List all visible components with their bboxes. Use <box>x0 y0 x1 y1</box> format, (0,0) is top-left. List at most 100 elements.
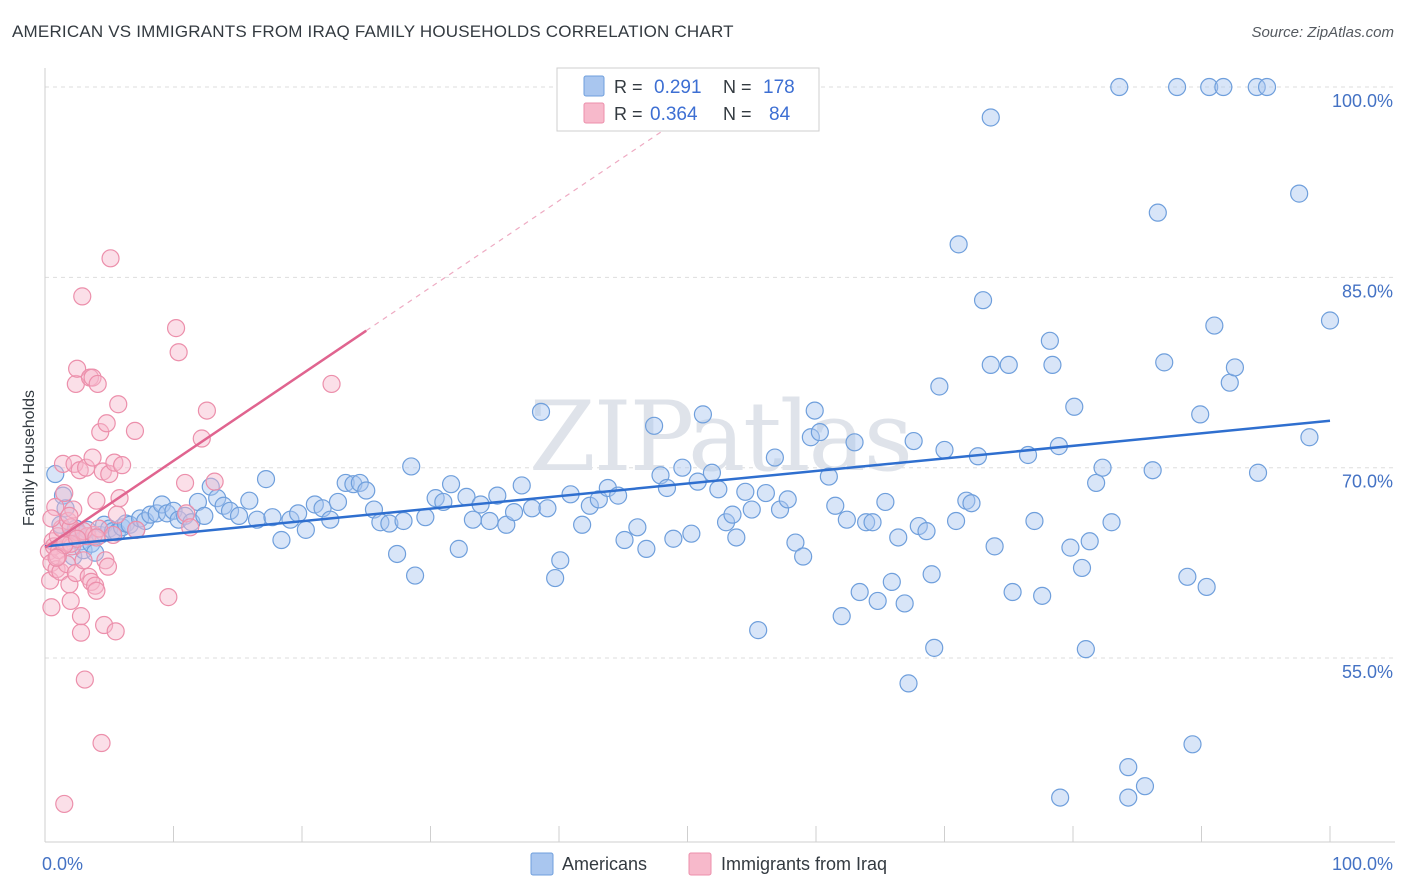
americans-point-113 <box>810 423 829 442</box>
iraq-point-47 <box>92 733 111 753</box>
iraq-point-54 <box>101 249 120 268</box>
legend-r-value-pink: 0.364 <box>650 104 698 125</box>
americans-point-45 <box>289 504 308 523</box>
americans-point-182 <box>1300 428 1319 447</box>
americans-point-133 <box>930 377 949 396</box>
americans-point-81 <box>573 515 592 534</box>
americans-point-161 <box>1110 77 1129 97</box>
americans-point-127 <box>899 674 918 693</box>
americans-point-77 <box>538 499 557 518</box>
y-tick-label-2: 85.0% <box>1342 281 1393 301</box>
iraq-point-44 <box>88 374 107 394</box>
americans-point-164 <box>1135 777 1155 796</box>
americans-point-140 <box>973 291 993 310</box>
x-ticks <box>44 826 1331 842</box>
americans-point-43 <box>272 530 291 550</box>
iraq-point-73 <box>322 374 341 394</box>
americans-point-176 <box>1220 373 1239 392</box>
americans-point-58 <box>387 544 407 564</box>
americans-point-101 <box>727 528 746 547</box>
americans-point-104 <box>749 621 768 640</box>
source-label: Source: ZipAtlas.com <box>1251 24 1394 41</box>
americans-point-79 <box>551 551 570 570</box>
americans-point-87 <box>628 518 647 537</box>
americans-point-131 <box>922 565 941 584</box>
iraq-point-82 <box>47 548 66 567</box>
americans-point-78 <box>546 568 565 588</box>
americans-point-102 <box>736 482 755 501</box>
americans-point-111 <box>801 428 820 447</box>
americans-point-118 <box>845 433 864 452</box>
americans-point-121 <box>863 513 882 532</box>
americans-point-91 <box>657 478 677 498</box>
iraq-point-2 <box>42 598 61 617</box>
americans-point-142 <box>985 537 1004 556</box>
americans-point-66 <box>449 539 468 558</box>
americans-point-169 <box>1178 567 1197 586</box>
iraq-point-35 <box>79 567 98 586</box>
iraq-point-75 <box>42 509 61 528</box>
chart-title: AMERICAN VS IMMIGRANTS FROM IRAQ FAMILY … <box>12 22 734 41</box>
legend-n-value-blue: 178 <box>763 77 795 98</box>
legend-n-label-blue: N = <box>723 77 752 97</box>
americans-point-181 <box>1290 184 1309 203</box>
americans-point-98 <box>709 480 728 499</box>
iraq-point-59 <box>109 395 128 414</box>
americans-point-160 <box>1102 513 1121 532</box>
americans-point-110 <box>794 547 813 566</box>
legend-n-label-pink: N = <box>723 104 752 124</box>
americans-point-117 <box>837 510 856 529</box>
americans-point-46 <box>296 520 315 539</box>
americans-point-73 <box>504 502 524 522</box>
americans-point-37 <box>220 501 240 520</box>
americans-point-57 <box>380 514 399 533</box>
americans-point-166 <box>1148 203 1167 222</box>
americans-point-152 <box>1051 788 1070 807</box>
iraq-point-64 <box>159 588 178 607</box>
americans-point-107 <box>770 500 790 519</box>
x-tick-label-min: 0.0% <box>42 854 83 874</box>
americans-point-54 <box>357 481 376 500</box>
stats-legend: R = 0.291 N = 178 R = 0.364 N = 84 <box>556 67 820 132</box>
americans-point-163 <box>1119 788 1138 807</box>
y-tick-labels: 55.0% 70.0% 85.0% 100.0% <box>1332 91 1393 682</box>
legend-r-label-pink: R = <box>614 104 643 124</box>
americans-point-157 <box>1080 532 1099 551</box>
iraq-point-76 <box>48 547 67 566</box>
iraq-point-42 <box>87 581 106 600</box>
legend-n-value-pink: 84 <box>769 104 791 125</box>
americans-point-116 <box>832 607 851 626</box>
americans-point-86 <box>615 530 634 550</box>
americans-point-180 <box>1257 77 1277 97</box>
iraq-point-10 <box>51 562 70 581</box>
americans-point-89 <box>644 416 664 435</box>
americans-point-154 <box>1065 397 1084 416</box>
iraq-point-71 <box>197 401 217 420</box>
americans-point-165 <box>1143 461 1162 480</box>
americans-point-114 <box>819 467 838 486</box>
americans-point-125 <box>889 528 908 547</box>
americans-point-122 <box>868 591 887 611</box>
americans-point-70 <box>480 511 499 531</box>
americans-point-75 <box>522 499 542 518</box>
americans-point-108 <box>778 490 797 509</box>
bottom-legend-label-iraq: Immigrants from Iraq <box>721 854 887 874</box>
iraq-point-62 <box>125 421 145 440</box>
legend-r-label-blue: R = <box>614 77 643 97</box>
americans-point-103 <box>742 500 761 519</box>
iraq-point-43 <box>87 491 106 510</box>
americans-point-60 <box>402 457 421 476</box>
americans-point-94 <box>682 524 701 543</box>
americans-point-42 <box>263 508 282 527</box>
americans-point-128 <box>904 431 923 451</box>
americans-point-123 <box>876 492 895 512</box>
americans-trend-line <box>44 419 1331 548</box>
iraq-point-57 <box>106 622 125 641</box>
legend-swatch-pink <box>583 102 605 124</box>
y-tick-label-0: 55.0% <box>1342 662 1393 682</box>
americans-point-62 <box>416 508 435 527</box>
iraq-point-61 <box>112 456 132 475</box>
legend-r-value-blue: 0.291 <box>654 77 702 98</box>
iraq-point-30 <box>73 287 92 306</box>
americans-point-68 <box>463 510 483 529</box>
